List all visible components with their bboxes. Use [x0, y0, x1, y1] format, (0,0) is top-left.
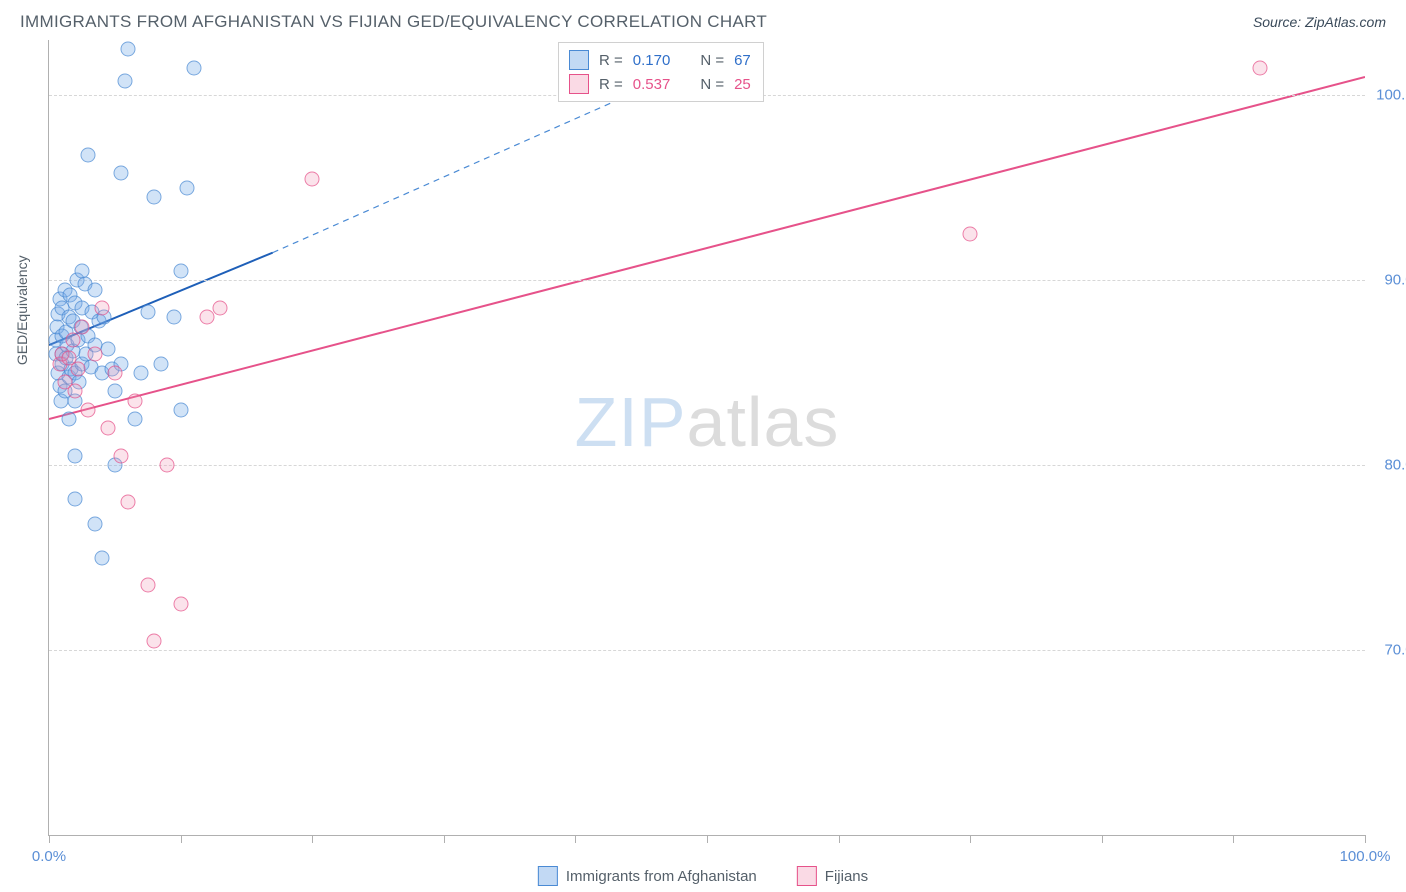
r-label: R = [599, 52, 623, 69]
data-point [127, 393, 142, 408]
stats-box: R = 0.170 N = 67 R = 0.537 N = 25 [558, 42, 764, 102]
data-point [107, 384, 122, 399]
stats-row-fijian: R = 0.537 N = 25 [569, 72, 751, 96]
data-point [173, 264, 188, 279]
data-point [88, 517, 103, 532]
data-point [153, 356, 168, 371]
data-point [167, 310, 182, 325]
data-point [74, 264, 89, 279]
watermark-zip: ZIP [575, 383, 687, 461]
data-point [68, 449, 83, 464]
data-point [134, 365, 149, 380]
data-point [147, 633, 162, 648]
xtick-label: 100.0% [1340, 848, 1391, 865]
y-axis-label: GED/Equivalency [14, 255, 30, 365]
stats-row-afghan: R = 0.170 N = 67 [569, 48, 751, 72]
data-point [81, 147, 96, 162]
xtick [707, 835, 708, 843]
swatch-blue [569, 50, 589, 70]
data-point [94, 301, 109, 316]
data-point [81, 402, 96, 417]
r-value-fijian: 0.537 [633, 76, 671, 93]
r-value-afghan: 0.170 [633, 52, 671, 69]
data-point [147, 190, 162, 205]
chart-title: IMMIGRANTS FROM AFGHANISTAN VS FIJIAN GE… [20, 12, 767, 32]
data-point [118, 73, 133, 88]
xtick [49, 835, 50, 843]
trend-lines [49, 40, 1365, 835]
gridline [49, 465, 1365, 466]
data-point [68, 491, 83, 506]
ytick-label: 70.0% [1384, 642, 1406, 659]
watermark: ZIPatlas [575, 382, 840, 462]
watermark-atlas: atlas [687, 383, 840, 461]
ytick-label: 80.0% [1384, 457, 1406, 474]
source-attribution: Source: ZipAtlas.com [1253, 14, 1386, 30]
gridline [49, 280, 1365, 281]
xtick [839, 835, 840, 843]
xtick [1365, 835, 1366, 843]
xtick-label: 0.0% [32, 848, 66, 865]
legend-item-afghan: Immigrants from Afghanistan [538, 866, 757, 886]
source-value: ZipAtlas.com [1305, 14, 1386, 30]
data-point [120, 42, 135, 57]
legend-swatch-pink [797, 866, 817, 886]
r-label: R = [599, 76, 623, 93]
data-point [61, 412, 76, 427]
data-point [94, 550, 109, 565]
plot-area: ZIPatlas 70.0%80.0%90.0%100.0%0.0%100.0% [48, 40, 1365, 836]
data-point [114, 166, 129, 181]
gridline [49, 650, 1365, 651]
swatch-pink [569, 74, 589, 94]
data-point [173, 402, 188, 417]
n-label: N = [700, 76, 724, 93]
data-point [213, 301, 228, 316]
ytick-label: 100.0% [1376, 87, 1406, 104]
data-point [140, 578, 155, 593]
xtick [970, 835, 971, 843]
data-point [107, 365, 122, 380]
legend: Immigrants from Afghanistan Fijians [538, 866, 868, 886]
data-point [120, 495, 135, 510]
data-point [101, 421, 116, 436]
data-point [186, 60, 201, 75]
xtick [1233, 835, 1234, 843]
legend-item-fijian: Fijians [797, 866, 868, 886]
data-point [65, 332, 80, 347]
data-point [305, 171, 320, 186]
data-point [127, 412, 142, 427]
data-point [101, 341, 116, 356]
data-point [963, 227, 978, 242]
xtick [575, 835, 576, 843]
data-point [173, 596, 188, 611]
xtick [312, 835, 313, 843]
data-point [199, 310, 214, 325]
n-label: N = [700, 52, 724, 69]
data-point [114, 449, 129, 464]
legend-label-fijian: Fijians [825, 868, 868, 885]
xtick [1102, 835, 1103, 843]
data-point [74, 319, 89, 334]
xtick [181, 835, 182, 843]
data-point [140, 304, 155, 319]
n-value-fijian: 25 [734, 76, 751, 93]
n-value-afghan: 67 [734, 52, 751, 69]
source-label: Source: [1253, 14, 1305, 30]
data-point [180, 180, 195, 195]
data-point [88, 282, 103, 297]
legend-label-afghan: Immigrants from Afghanistan [566, 868, 757, 885]
xtick [444, 835, 445, 843]
data-point [160, 458, 175, 473]
legend-swatch-blue [538, 866, 558, 886]
ytick-label: 90.0% [1384, 272, 1406, 289]
data-point [70, 362, 85, 377]
data-point [1252, 60, 1267, 75]
data-point [68, 384, 83, 399]
data-point [88, 347, 103, 362]
